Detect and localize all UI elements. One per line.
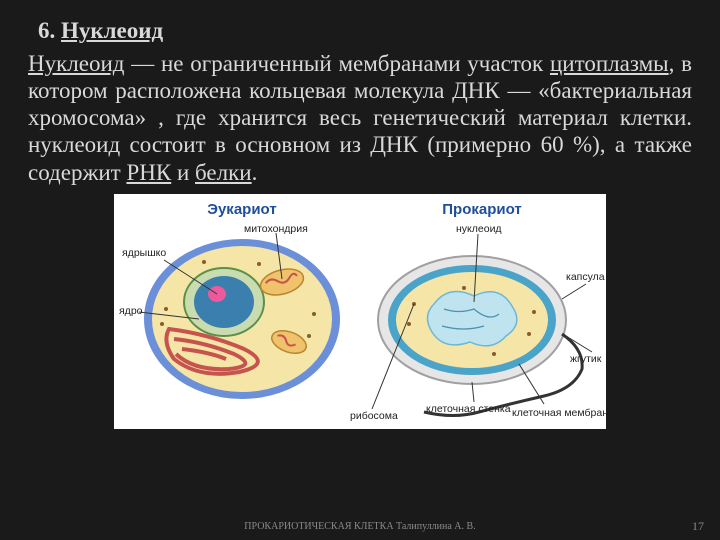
label-nucleoid: нуклеоид xyxy=(456,223,502,235)
link-rna[interactable]: РНК xyxy=(126,160,171,185)
heading-number: 6. xyxy=(38,18,55,43)
body-seg-4: . xyxy=(252,160,258,185)
diagram-svg: Эукариот Прокариот xyxy=(114,194,606,429)
footer-text: ПРОКАРИОТИЧЕСКАЯ КЛЕТКА Талипуллина А. В… xyxy=(0,521,720,532)
label-mitokhondria: митохондрия xyxy=(244,223,308,235)
label-kapsula: капсула xyxy=(566,271,605,283)
link-cytoplasm[interactable]: цитоплазмы xyxy=(550,51,669,76)
label-zhgutik: жгутик xyxy=(570,353,602,365)
cell-diagram: Эукариот Прокариот xyxy=(114,194,606,429)
body-seg-1: — не ограниченный мембранами участок xyxy=(124,51,550,76)
label-ribosoma: рибосома xyxy=(350,410,398,422)
heading-title: Нуклеоид xyxy=(61,18,163,43)
body-paragraph: Нуклеоид — не ограниченный мембранами уч… xyxy=(28,50,692,186)
prokaryote-cell xyxy=(372,234,592,416)
body-seg-3: и xyxy=(171,160,195,185)
eukaryote-cell xyxy=(139,233,340,399)
label-stenka: клеточная стенка xyxy=(426,403,511,415)
header-eukaryote: Эукариот xyxy=(207,201,276,218)
label-yadro: ядро xyxy=(119,305,143,317)
header-prokaryote: Прокариот xyxy=(442,201,521,218)
link-proteins[interactable]: белки xyxy=(195,160,252,185)
slide-heading: 6. Нуклеоид xyxy=(38,18,692,44)
label-yadryshko: ядрышко xyxy=(122,247,166,259)
term-nucleoid: Нуклеоид xyxy=(28,51,124,76)
label-membrana: клеточная мембрана xyxy=(512,407,606,419)
slide-root: 6. Нуклеоид Нуклеоид — не ограниченный м… xyxy=(0,0,720,540)
page-number: 17 xyxy=(692,519,704,534)
